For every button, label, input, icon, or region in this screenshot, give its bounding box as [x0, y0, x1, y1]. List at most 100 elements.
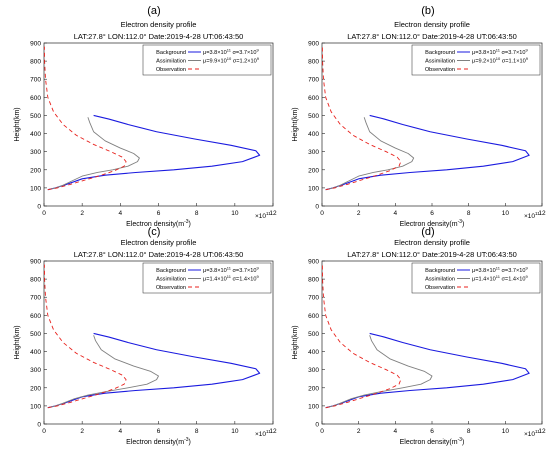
- y-tick-label: 400: [30, 131, 41, 138]
- legend-stats-assimilation: μ=9.2×1010 σ=1.1×109: [472, 56, 529, 65]
- x-tick-label: 10: [502, 428, 510, 435]
- series-line-assimilation: [47, 335, 159, 409]
- x-tick-label: 6: [430, 428, 434, 435]
- legend-stats-background: μ=3.8×1011 σ=3.7×109: [472, 266, 528, 275]
- x-axis-multiplier-exponent: 11: [266, 211, 271, 216]
- x-tick-label: 4: [119, 428, 123, 435]
- x-axis-label-tail: ): [462, 439, 464, 446]
- x-axis-label-tail: ): [189, 439, 191, 446]
- legend-sigma: σ=1.1×10: [500, 59, 526, 65]
- legend-label-assimilation: Assimilation: [425, 59, 455, 65]
- chart-subtitle: LAT:27.8° LON:112.0° Date:2019-4-28 UT:0…: [347, 32, 517, 41]
- x-tick-label: 8: [467, 428, 471, 435]
- y-axis-label: Height(km): [14, 107, 21, 141]
- series-line-observation: [44, 264, 127, 409]
- legend-sigma: σ=3.7×10: [500, 50, 526, 56]
- legend-box: [142, 262, 272, 294]
- x-axis-label-text: Electron density(m: [126, 439, 184, 446]
- x-tick-label: 2: [80, 210, 84, 217]
- legend-box: [411, 262, 541, 294]
- y-tick-label: 600: [308, 313, 319, 320]
- legend-label-observation: Observation: [425, 67, 455, 73]
- y-tick-label: 700: [308, 295, 319, 302]
- legend-mu: μ=3.8×10: [203, 50, 227, 56]
- panel-label: (a): [147, 5, 160, 17]
- y-tick-label: 900: [30, 259, 41, 266]
- y-axis-label: Height(km): [292, 325, 299, 359]
- x-tick-label: 8: [195, 210, 199, 217]
- x-tick-label: 10: [502, 210, 510, 217]
- legend-label-assimilation: Assimilation: [425, 277, 455, 283]
- legend-sigma: σ=1.4×10: [231, 277, 257, 283]
- y-tick-label: 200: [308, 167, 319, 174]
- x-axis-multiplier: ×1011: [524, 429, 540, 438]
- legend-mu-exponent: 11: [496, 48, 501, 53]
- chart-subtitle: LAT:27.8° LON:112.0° Date:2019-4-28 UT:0…: [74, 32, 244, 41]
- x-axis-label: Electron density(m-3): [400, 437, 465, 446]
- legend-label-observation: Observation: [156, 285, 186, 291]
- x-tick-label: 12: [538, 210, 546, 217]
- x-tick-label: 6: [157, 210, 161, 217]
- legend-sigma: σ=1.2×10: [231, 59, 257, 65]
- x-tick-label: 2: [80, 428, 84, 435]
- series-line-background: [325, 114, 530, 191]
- y-tick-label: 600: [30, 95, 41, 102]
- y-tick-label: 400: [308, 131, 319, 138]
- legend-mu: μ=9.9×10: [203, 59, 227, 65]
- y-tick-label: 500: [30, 331, 41, 338]
- legend-label-assimilation: Assimilation: [156, 277, 186, 283]
- x-axis-multiplier-exponent: 11: [535, 429, 540, 434]
- series-line-background: [325, 332, 530, 409]
- x-tick-label: 2: [357, 428, 361, 435]
- legend-mu-exponent: 11: [496, 266, 501, 271]
- legend-sigma: σ=3.7×10: [231, 268, 257, 274]
- y-axis-label: Height(km): [14, 325, 21, 359]
- legend-label-assimilation: Assimilation: [156, 59, 186, 65]
- x-axis-label: Electron density(m-3): [126, 219, 191, 228]
- legend-mu: μ=1.4×10: [472, 277, 496, 283]
- x-axis-label: Electron density(m-3): [400, 219, 465, 228]
- legend-mu-exponent: 11: [227, 274, 232, 279]
- x-axis-label-exponent: -3: [458, 219, 463, 225]
- legend-mu-exponent: 11: [227, 48, 232, 53]
- y-tick-label: 100: [308, 403, 319, 410]
- legend-sigma-exponent: 9: [257, 56, 260, 61]
- x-tick-label: 10: [231, 210, 239, 217]
- y-tick-label: 900: [308, 259, 319, 266]
- legend-box: [142, 44, 272, 76]
- y-tick-label: 300: [308, 367, 319, 374]
- legend-mu: μ=1.4×10: [203, 277, 227, 283]
- y-tick-label: 0: [315, 422, 319, 429]
- legend-mu: μ=3.8×10: [472, 50, 496, 56]
- panel-b: (b) Electron density profile LAT:27.8° LON…: [292, 5, 546, 228]
- x-tick-label: 10: [231, 428, 239, 435]
- x-tick-label: 4: [394, 428, 398, 435]
- y-tick-label: 100: [308, 185, 319, 192]
- panel-label: (d): [421, 226, 434, 238]
- x-axis-multiplier: ×1011: [524, 211, 540, 220]
- x-axis-label-text: Electron density(m: [400, 439, 458, 446]
- y-axis-label: Height(km): [292, 107, 299, 141]
- legend-label-background: Background: [425, 268, 455, 274]
- legend-sigma-exponent: 9: [256, 266, 259, 271]
- series-line-assimilation: [325, 117, 415, 191]
- y-tick-label: 700: [30, 77, 41, 84]
- x-tick-label: 0: [320, 428, 324, 435]
- chart-title: Electron density profile: [121, 20, 197, 29]
- legend: Background μ=3.8×1011 σ=3.7×109 Assimilati…: [142, 44, 272, 76]
- x-axis-multiplier: ×1011: [255, 429, 271, 438]
- x-axis-label-text: Electron density(m: [126, 221, 184, 228]
- y-tick-label: 800: [308, 277, 319, 284]
- legend-stats-assimilation: μ=1.4×1011 σ=1.4×109: [472, 274, 528, 283]
- legend: Background μ=3.8×1011 σ=3.7×109 Assimilati…: [142, 262, 272, 294]
- legend-label-observation: Observation: [425, 285, 455, 291]
- legend-sigma-exponent: 9: [525, 48, 528, 53]
- y-tick-label: 300: [30, 367, 41, 374]
- legend-mu-exponent: 11: [496, 274, 501, 279]
- x-tick-label: 12: [269, 210, 277, 217]
- chart-title: Electron density profile: [121, 238, 197, 247]
- y-tick-label: 300: [30, 149, 41, 156]
- x-tick-label: 2: [357, 210, 361, 217]
- x-tick-label: 4: [394, 210, 398, 217]
- x-axis-multiplier-exponent: 11: [535, 211, 540, 216]
